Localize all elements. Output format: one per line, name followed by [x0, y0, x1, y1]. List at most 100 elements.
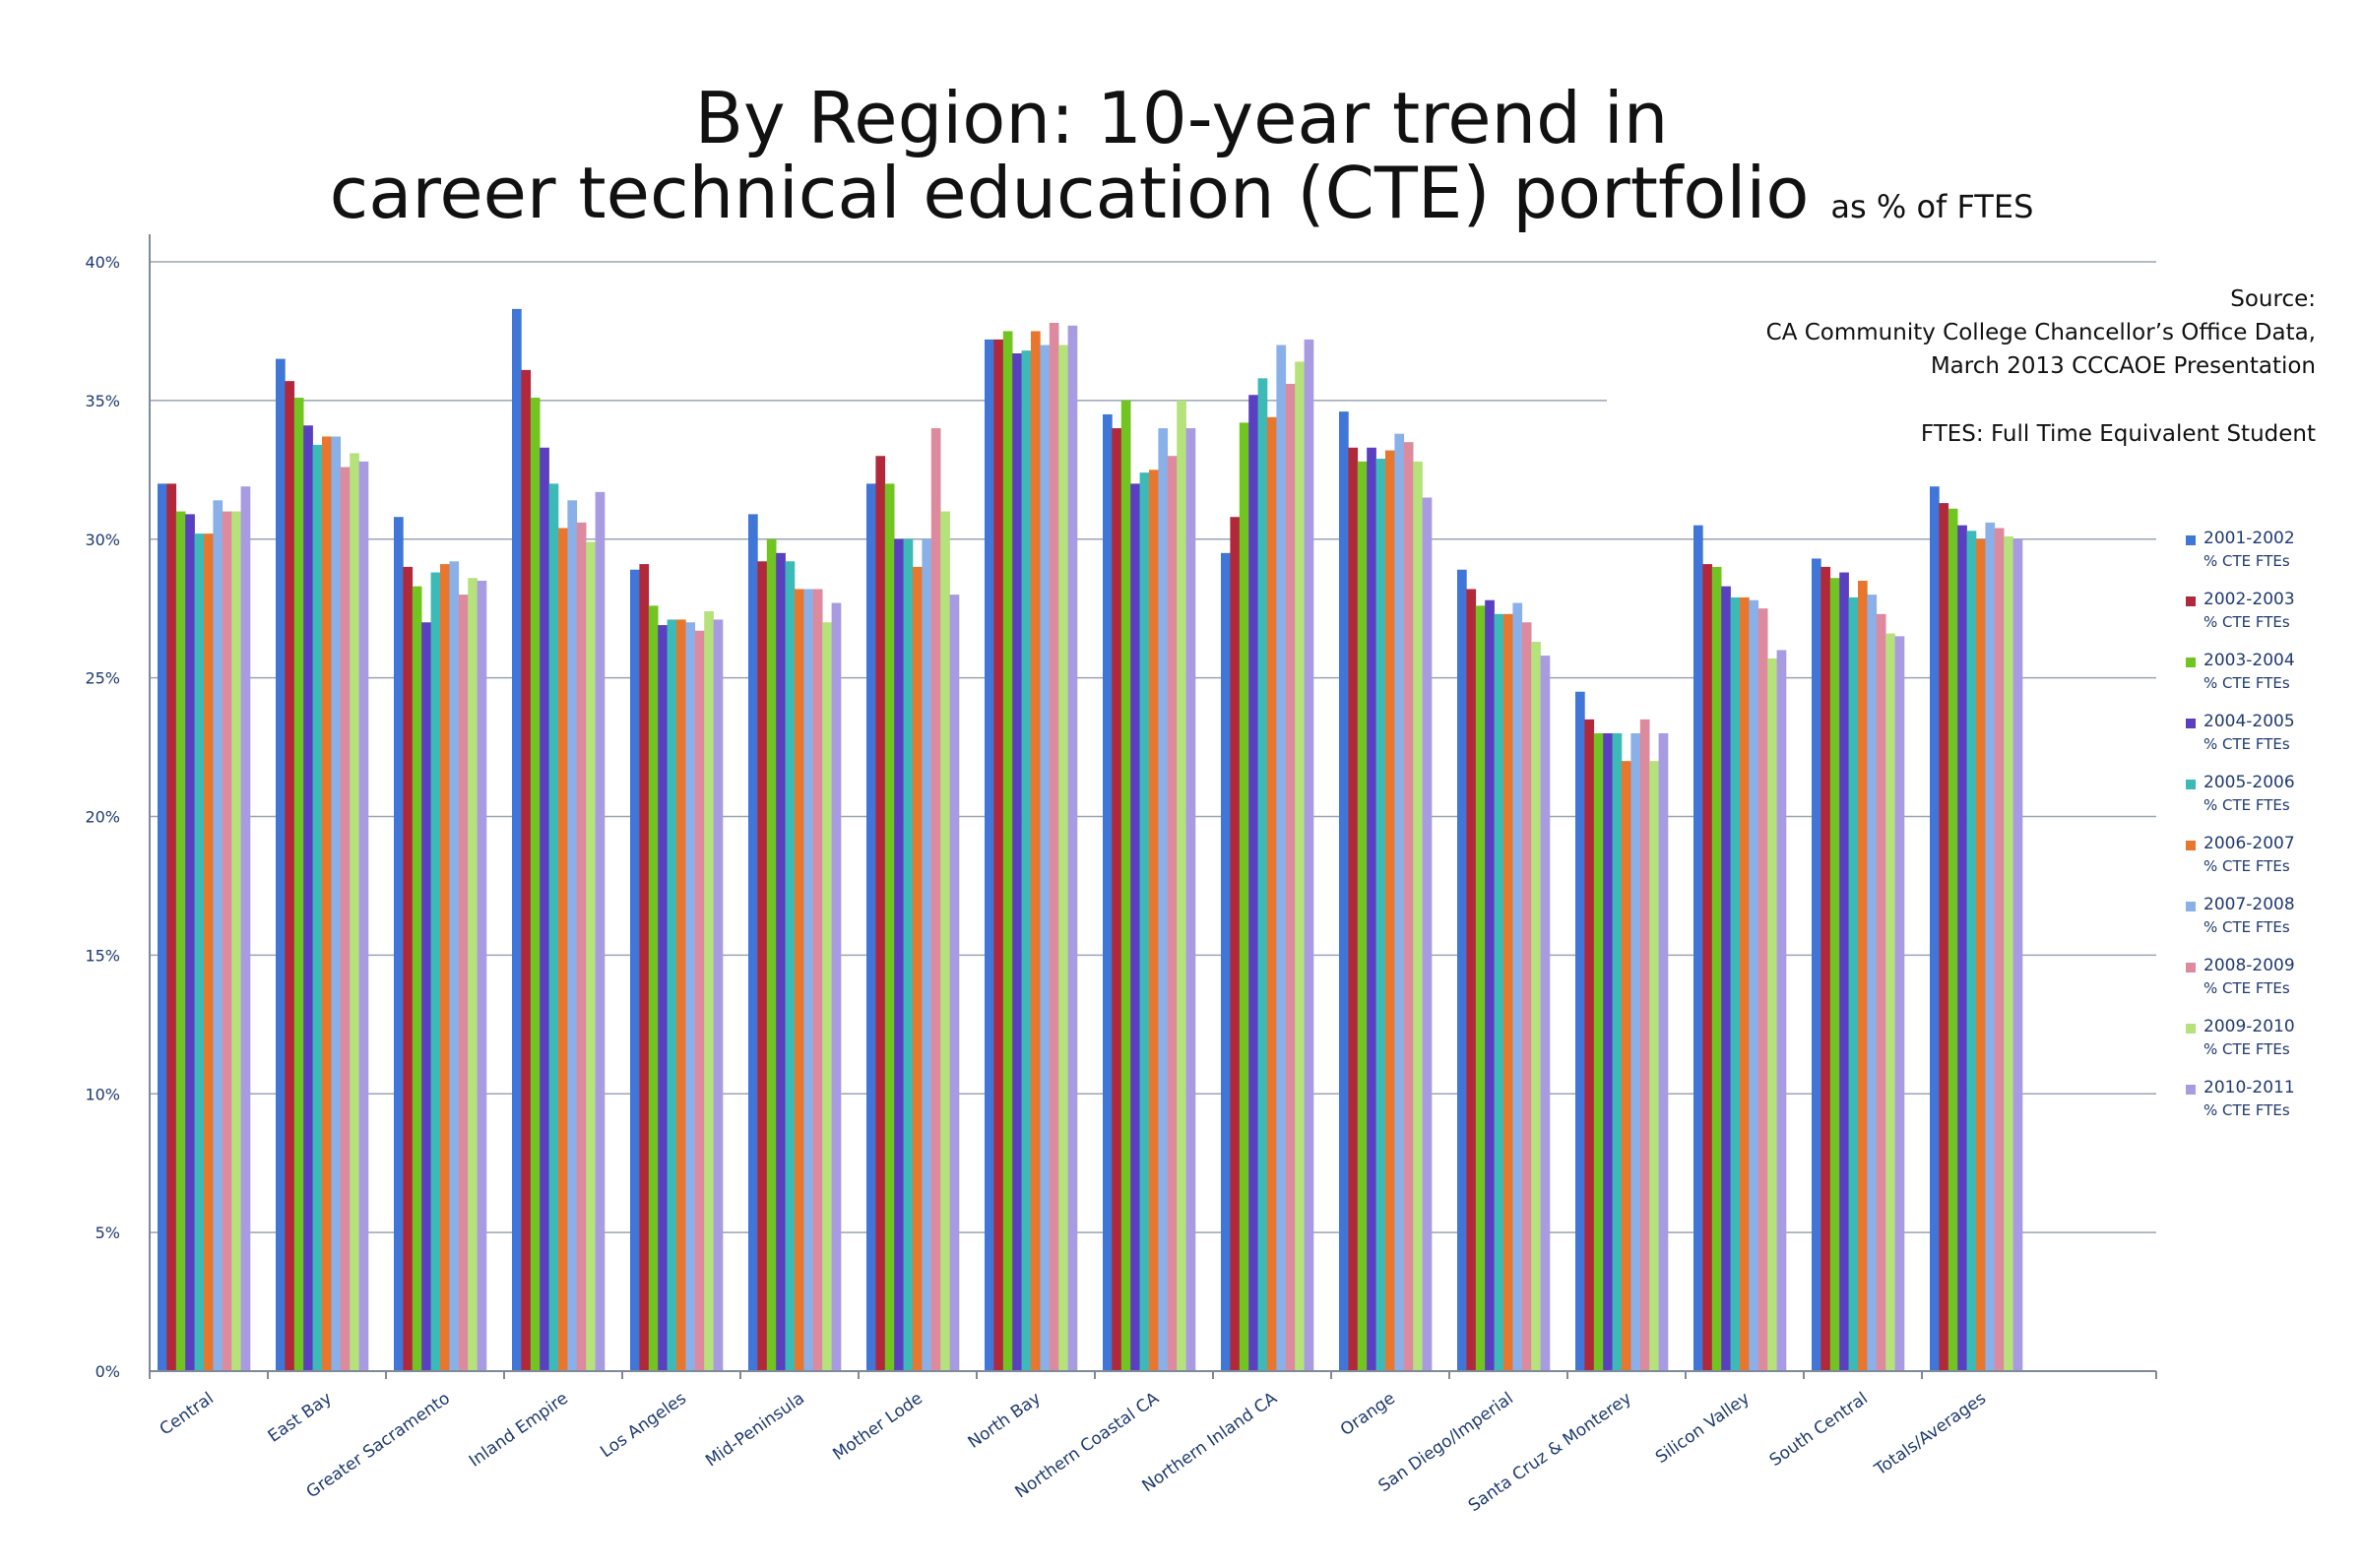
legend-swatch — [2186, 719, 2196, 728]
bar — [222, 511, 232, 1371]
bar — [1839, 572, 1849, 1371]
bar — [1994, 528, 2005, 1371]
legend-series-unit: % CTE FTEs — [2203, 674, 2290, 692]
bar — [1829, 578, 1840, 1371]
bar — [1531, 641, 1541, 1371]
bar — [1575, 691, 1585, 1371]
x-tick-label: Mother Lode — [829, 1389, 926, 1465]
bar — [1649, 761, 1659, 1371]
bar — [1985, 522, 1996, 1371]
bar — [1702, 564, 1713, 1371]
bar — [639, 564, 650, 1371]
y-tick-label: 35% — [85, 392, 120, 410]
bar — [1630, 732, 1641, 1371]
chart-title-line-2: career technical education (CTE) portfol… — [0, 152, 2363, 248]
bar — [1512, 602, 1523, 1371]
legend-swatch — [2186, 780, 2196, 789]
bar — [293, 398, 304, 1371]
legend-swatch — [2186, 963, 2196, 972]
bar — [1976, 538, 1986, 1371]
bar — [1948, 508, 1958, 1371]
y-tick-label: 15% — [85, 946, 120, 965]
legend-series-unit: % CTE FTEs — [2203, 918, 2290, 936]
bar — [1394, 433, 1405, 1371]
x-tick-label: Inland Empire — [466, 1389, 572, 1472]
bar — [1584, 719, 1595, 1371]
bar — [812, 589, 823, 1371]
legend-item: 2010-2011 % CTE FTEs — [2186, 1077, 2333, 1138]
bar — [658, 625, 668, 1371]
x-tick-label: East Bay — [265, 1389, 336, 1447]
bar — [1612, 732, 1623, 1371]
bar — [1375, 459, 1386, 1372]
x-tick-label: Mid-Peninsula — [702, 1389, 808, 1472]
bar — [1112, 428, 1122, 1371]
bar — [922, 538, 932, 1371]
bar — [630, 569, 640, 1371]
legend-item: 2008-2009 % CTE FTEs — [2186, 955, 2333, 1016]
bar — [884, 483, 895, 1371]
bar — [449, 561, 460, 1371]
bar — [1049, 322, 1059, 1371]
bar — [1721, 586, 1731, 1371]
bar — [340, 467, 351, 1371]
bar — [1021, 350, 1032, 1371]
y-tick-label: 0% — [96, 1362, 120, 1381]
legend-swatch — [2186, 535, 2196, 545]
bar — [667, 619, 677, 1371]
bar — [1248, 395, 1258, 1371]
bar — [685, 622, 696, 1371]
bar — [175, 511, 186, 1371]
legend-swatch — [2186, 902, 2196, 911]
chart-title-line-1: By Region: 10-year trend in — [694, 77, 1669, 159]
bar — [2012, 538, 2023, 1371]
bar — [1867, 595, 1878, 1371]
source-label: Source: — [2230, 286, 2316, 312]
legend-series-name: 2010-2011 — [2203, 1078, 2295, 1098]
bar — [1767, 658, 1777, 1371]
bar — [231, 511, 241, 1371]
bar — [704, 611, 714, 1371]
bar — [930, 428, 941, 1371]
bar — [949, 595, 960, 1371]
bar — [1257, 378, 1268, 1372]
bar — [213, 500, 224, 1371]
bar — [1639, 719, 1650, 1371]
bar — [185, 514, 195, 1371]
bar — [822, 622, 832, 1371]
y-tick-label: 20% — [85, 808, 120, 827]
ftes-definition: FTES: Full Time Equivalent Student — [1920, 421, 2316, 447]
bar — [694, 630, 705, 1371]
bar — [394, 517, 404, 1371]
bar — [1693, 525, 1703, 1371]
bar — [1357, 461, 1368, 1371]
bar — [1711, 566, 1722, 1371]
y-tick-label: 40% — [85, 253, 120, 272]
legend-series-name: 2003-2004 — [2203, 651, 2295, 670]
legend-item: 2004-2005 % CTE FTEs — [2186, 711, 2333, 772]
bar — [1894, 636, 1905, 1371]
bar — [1466, 589, 1477, 1371]
legend-series-unit: % CTE FTEs — [2203, 613, 2290, 631]
bar — [440, 564, 450, 1371]
bar — [903, 538, 914, 1371]
bar — [430, 572, 441, 1371]
legend-series-unit: % CTE FTEs — [2203, 1101, 2290, 1119]
bar — [1930, 486, 1940, 1371]
bar — [1475, 605, 1486, 1371]
legend-item: 2005-2006 % CTE FTEs — [2186, 772, 2333, 833]
bar — [240, 486, 251, 1371]
bar — [1812, 558, 1821, 1371]
bar — [1367, 447, 1376, 1372]
bar — [285, 381, 295, 1372]
bar — [558, 528, 568, 1371]
legend-series-unit: % CTE FTEs — [2203, 552, 2290, 570]
bar — [1740, 596, 1750, 1371]
chart-title-main: career technical education (CTE) portfol… — [329, 152, 1810, 234]
bar — [1622, 761, 1631, 1371]
bar — [1757, 608, 1768, 1371]
bar — [166, 483, 177, 1371]
bar — [1221, 552, 1231, 1371]
bar — [204, 533, 214, 1371]
